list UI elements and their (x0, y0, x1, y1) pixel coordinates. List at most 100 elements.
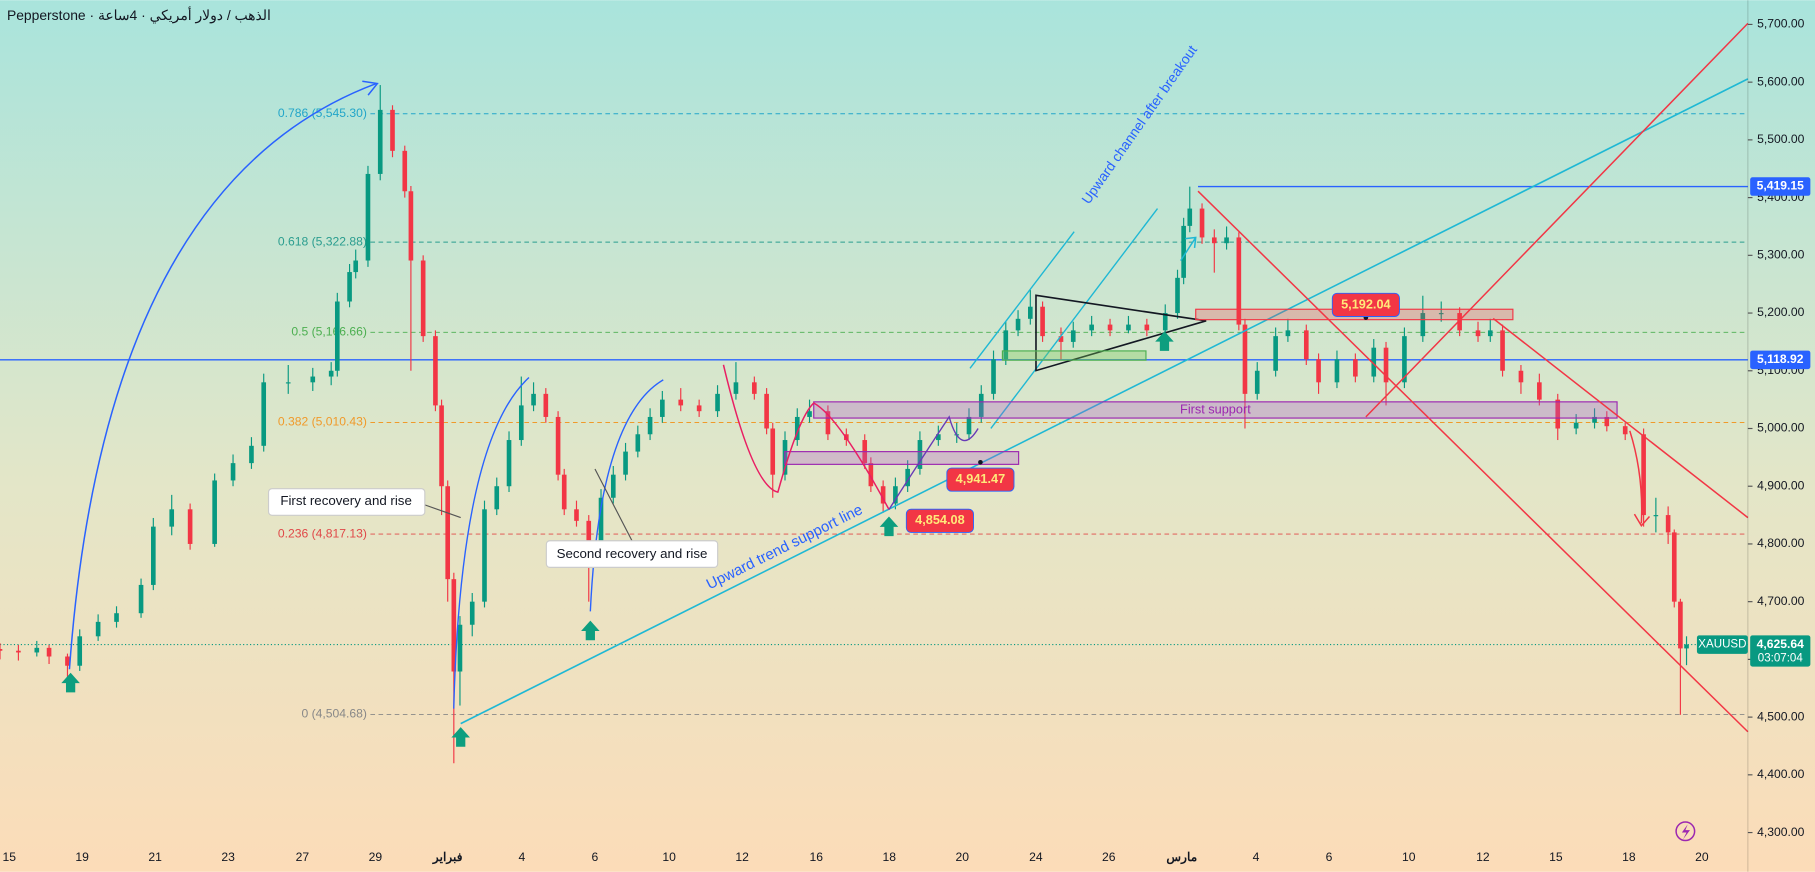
candle-body (770, 428, 776, 475)
candle-body (377, 109, 383, 174)
candle-body (187, 509, 193, 544)
candle-body (151, 526, 156, 585)
candle-body (1438, 313, 1444, 315)
candle-body (1353, 359, 1358, 377)
x-tick-label: 15 (1549, 850, 1563, 864)
x-tick-label: 15 (2, 850, 16, 864)
symbol-label: XAUUSD (1698, 639, 1746, 651)
x-tick-label: 27 (296, 850, 310, 864)
candle-body (46, 647, 52, 657)
arrow-head (362, 80, 379, 96)
price-badge (946, 467, 1015, 492)
signal-arrow (879, 516, 899, 537)
candle-body (433, 336, 438, 406)
candle-body (310, 376, 316, 383)
candle-body (249, 445, 254, 464)
callout-line (424, 504, 461, 519)
fib-label: 0.786 (5,545.30) (278, 106, 367, 120)
y-tick-label: 5,500.00 (1757, 132, 1805, 146)
annotation: First recovery and rise (280, 493, 412, 508)
candle-body (1671, 532, 1677, 602)
annotation: First support (1180, 401, 1251, 416)
candle-body (469, 601, 475, 625)
candle-body (586, 520, 592, 556)
candle-body (1604, 416, 1610, 427)
candle-body (1040, 306, 1045, 337)
candle-body (991, 359, 996, 394)
candle-body (169, 509, 175, 527)
candle-body (482, 509, 487, 602)
candle-body (1015, 318, 1021, 331)
candle-body (230, 463, 236, 481)
candle-body (1555, 399, 1561, 429)
y-tick-label: 4,400.00 (1757, 767, 1805, 781)
candle-body (1003, 330, 1009, 360)
x-tick-label: 23 (221, 850, 235, 864)
candle-body (212, 480, 217, 544)
candle-body (1107, 324, 1113, 331)
y-tick-label: 5,700.00 (1757, 17, 1805, 31)
candle-body (1573, 422, 1579, 429)
candle-body (647, 416, 653, 435)
candle-body (1175, 277, 1180, 314)
candle-body (1254, 370, 1260, 394)
x-tick-label: 19 (75, 850, 89, 864)
down-channel (1197, 190, 1749, 733)
candle-body (1058, 336, 1064, 342)
candle-body (880, 486, 886, 504)
candle-body (966, 416, 972, 435)
wave-curve (888, 415, 979, 510)
x-tick-label: 6 (1326, 850, 1333, 864)
candle-body (1420, 313, 1426, 337)
candle-body (506, 440, 512, 487)
x-tick-label: 18 (1622, 850, 1636, 864)
candle-body (1678, 601, 1683, 649)
price-badge (1331, 292, 1400, 317)
candle-body (1211, 237, 1217, 244)
candle-body (1475, 330, 1481, 337)
fib-label: 0.236 (4,817.13) (278, 526, 367, 540)
rise-arrow (1180, 236, 1197, 262)
candle-body (905, 468, 910, 487)
candle-body (561, 474, 567, 510)
x-tick-label: 20 (1695, 850, 1709, 864)
last-price-tag (1750, 635, 1811, 667)
candle-body (445, 486, 451, 580)
candle-body (1181, 225, 1186, 278)
x-tick-label: مارس (1166, 850, 1197, 865)
x-tick-label: 4 (1253, 850, 1260, 864)
symbol-tag (1696, 635, 1748, 654)
candle-body (1316, 359, 1321, 383)
alert-icon-bolt (1681, 824, 1690, 840)
y-tick-label: 4,800.00 (1757, 536, 1805, 550)
candle-body (678, 399, 684, 406)
x-tick-label: 29 (369, 850, 383, 864)
candle-body (598, 497, 604, 556)
candle-body (531, 393, 536, 406)
axis-panel (1748, 0, 1815, 872)
callout-line (594, 468, 633, 542)
candle-body (1070, 330, 1076, 342)
callout-box (545, 540, 719, 568)
x-tick-label: 26 (1102, 850, 1116, 864)
candle-body (1144, 324, 1150, 331)
candle-body (715, 393, 720, 412)
candle-body (328, 370, 334, 377)
y-tick-label: 5,600.00 (1757, 74, 1805, 88)
price-badge (905, 508, 974, 533)
candle-body (365, 173, 371, 261)
candle-body (1162, 313, 1168, 331)
candle-body (1224, 237, 1229, 244)
last-price-label: 4,625.64 (1757, 637, 1805, 651)
candle-body (494, 486, 500, 510)
candle-body (1334, 359, 1340, 383)
chart-title: Pepperstone · الذهب / دولار أمريكي · 4سا… (7, 5, 271, 24)
candle-body (660, 399, 665, 417)
breakout-line (1365, 22, 1749, 418)
candle-body (1684, 644, 1689, 649)
price-tag-label: 5,118.92 (1757, 352, 1804, 366)
candle-body (1383, 347, 1389, 383)
candle-body (439, 405, 444, 487)
x-tick-label: فبراير (432, 850, 463, 865)
